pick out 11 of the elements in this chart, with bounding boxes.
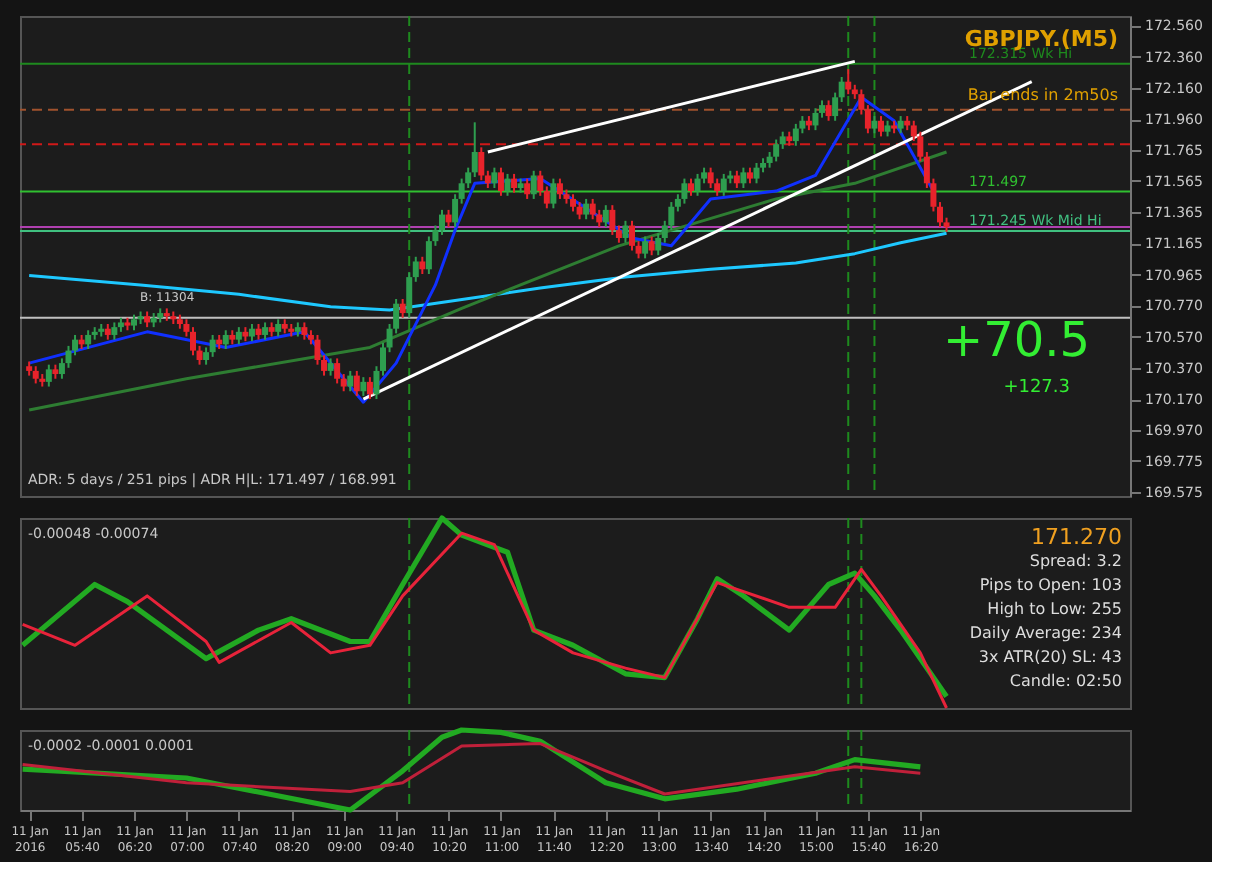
annotation: +70.5 — [942, 312, 1090, 369]
annotation: Spread: 3.2 — [1029, 552, 1122, 570]
annotation: 171.270 — [1031, 524, 1122, 550]
chart-title: GBPJPY.(M5) — [964, 26, 1118, 52]
annotation: 3x ATR(20) SL: 43 — [978, 648, 1122, 666]
annotation: Bar ends in 2m50s — [967, 86, 1118, 104]
annotation: Daily Average: 234 — [969, 624, 1122, 642]
annotation: High to Low: 255 — [987, 600, 1122, 618]
annotation: +127.3 — [1003, 378, 1070, 399]
annotation: Candle: 02:50 — [1009, 672, 1122, 690]
annotation: Pips to Open: 103 — [979, 576, 1122, 594]
